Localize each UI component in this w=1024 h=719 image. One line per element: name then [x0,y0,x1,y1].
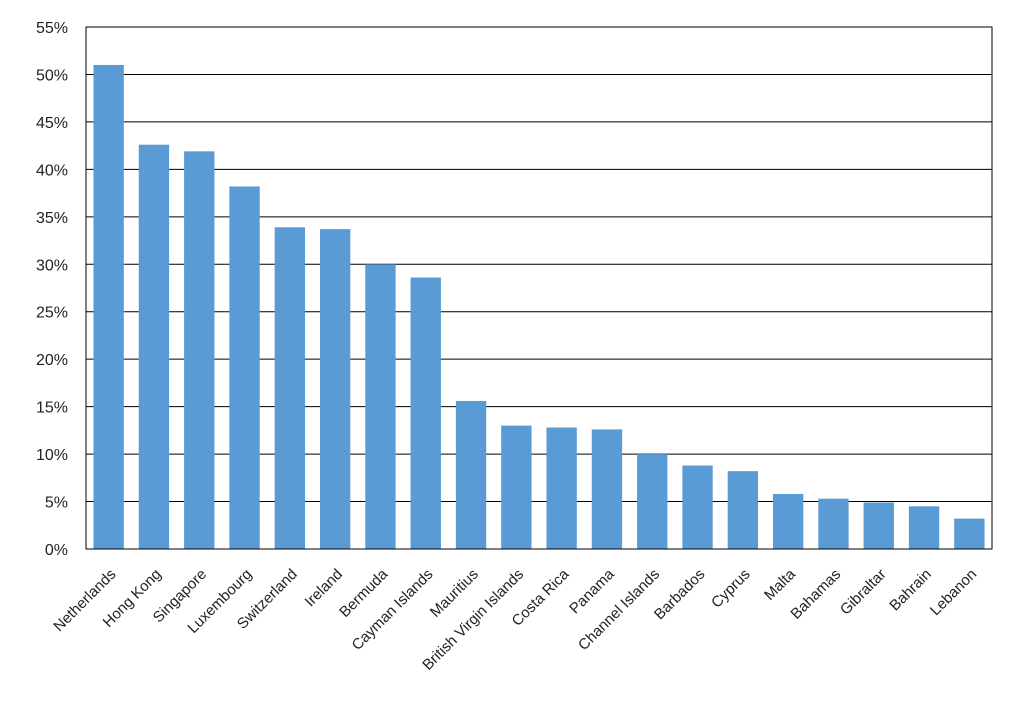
y-tick-label: 10% [36,447,68,464]
bars [93,64,985,550]
bar-panama [591,429,623,549]
x-tick-label: Malta [761,565,799,603]
bar-bermuda [365,264,396,549]
gridlines [86,26,992,550]
bar-luxembourg [229,186,260,549]
y-tick-label: 15% [36,400,68,417]
y-tick-label: 25% [36,305,68,322]
bar-ireland [319,229,351,549]
bar-switzerland [274,227,306,549]
x-tick-label: Ireland [302,566,346,610]
x-tick-label: Bahamas [787,566,844,623]
bar-hong-kong [138,144,170,550]
bar-costa-rica [546,427,577,549]
x-tick-label: Cayman Islands [348,566,436,654]
y-tick-label: 45% [36,115,68,132]
bar-barbados [682,465,713,549]
bar-gibraltar [863,502,894,549]
y-tick-label: 55% [36,20,68,37]
y-tick-label: 30% [36,257,68,274]
x-tick-label: Lebanon [927,566,980,619]
plot-frame [85,26,993,550]
bar-bahamas [818,498,849,549]
bar-cyprus [727,471,759,549]
y-tick-label: 0% [45,542,68,559]
bar-malta [772,493,804,549]
bar-netherlands [93,64,124,550]
y-tick-label: 35% [36,210,68,227]
y-tick-label: 5% [45,495,68,512]
bar-lebanon [954,518,985,549]
bar-mauritius [455,400,487,549]
x-tick-label: Channel Islands [575,566,663,654]
bar-singapore [184,151,215,549]
y-tick-label: 50% [36,67,68,84]
y-axis-tick-labels: 0% 5% 10% 15% 20% 25% 30% 35% 40% 45% 50% 55% [36,20,68,559]
y-tick-label: 20% [36,352,68,369]
bar-cayman-islands [410,277,441,549]
x-tick-label: Cyprus [708,566,754,612]
x-tick-label: Gibraltar [837,566,890,619]
bar-british-virgin-islands [501,425,532,549]
bar-channel-islands [637,454,668,549]
bar-bahrain [908,506,940,549]
y-tick-label: 40% [36,162,68,179]
